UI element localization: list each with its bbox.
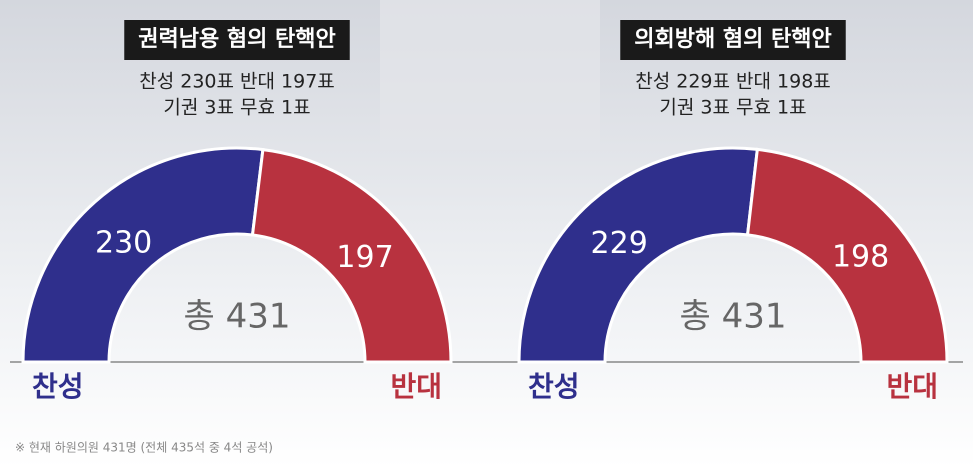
legend-label: 반대 bbox=[886, 370, 938, 403]
value-label: 197 bbox=[336, 240, 393, 275]
chart-title: 권력남용 혐의 탄핵안 bbox=[138, 26, 335, 52]
value-label: 198 bbox=[832, 240, 889, 275]
chart-title: 의회방해 혐의 탄핵안 bbox=[634, 26, 831, 52]
subtitle: 기권 3표 무효 1표 bbox=[163, 97, 310, 119]
total-label: 총 431 bbox=[680, 297, 787, 337]
subtitle: 찬성 230표 반대 197표 bbox=[139, 71, 335, 93]
value-label: 229 bbox=[591, 226, 648, 261]
legend-label: 찬성 bbox=[32, 370, 84, 403]
subtitle: 기권 3표 무효 1표 bbox=[659, 97, 806, 119]
legend-label: 반대 bbox=[390, 370, 442, 403]
legend-label: 찬성 bbox=[528, 370, 580, 403]
value-label: 230 bbox=[95, 225, 152, 260]
subtitle: 찬성 229표 반대 198표 bbox=[635, 71, 831, 93]
total-label: 총 431 bbox=[184, 297, 291, 337]
capitol-backdrop bbox=[380, 0, 600, 150]
page: ※ 현재 하원의원 431명 (전체 435석 중 4석 공석) 230 197 총… bbox=[0, 0, 973, 468]
infographic: ※ 현재 하원의원 431명 (전체 435석 중 4석 공석) 230 197 총… bbox=[0, 0, 973, 468]
footnote: ※ 현재 하원의원 431명 (전체 435석 중 4석 공석) bbox=[15, 441, 273, 455]
